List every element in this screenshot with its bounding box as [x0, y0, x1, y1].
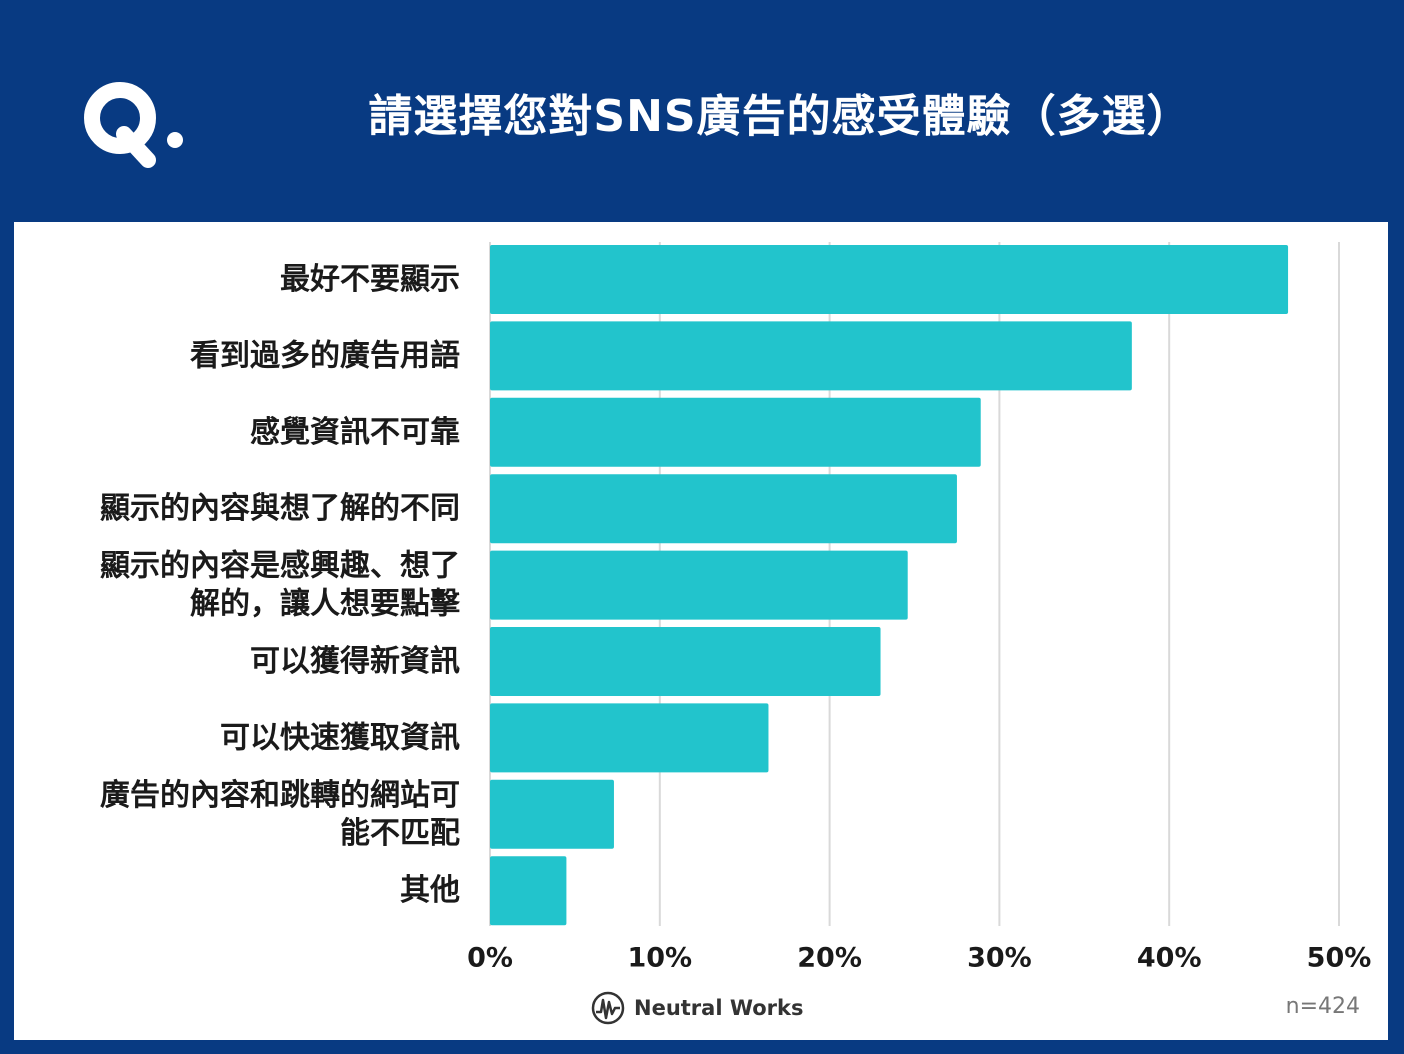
tick-label: 30%: [967, 943, 1032, 974]
category-label: 廣告的內容和跳轉的網站可: [100, 778, 460, 813]
tick-label: 40%: [1137, 943, 1202, 974]
category-label: 顯示的內容與想了解的不同: [100, 491, 460, 526]
header: 請選擇您對SNS廣告的感受體驗（多選）: [0, 0, 1404, 222]
q-logo-icon: [84, 82, 183, 168]
category-label: 可以獲得新資訊: [250, 644, 460, 679]
category-label: 看到過多的廣告用語: [190, 338, 460, 373]
tick-label: 10%: [627, 943, 692, 974]
category-label: 最好不要顯示: [280, 262, 460, 297]
category-label: 能不匹配: [340, 816, 460, 851]
bar: [490, 779, 614, 849]
bar-chart: 最好不要顯示看到過多的廣告用語感覺資訊不可靠顯示的內容與想了解的不同顯示的內容是…: [100, 242, 1372, 974]
brand-name: Neutral Works: [634, 996, 804, 1020]
bar: [490, 550, 908, 620]
category-label: 感覺資訊不可靠: [250, 415, 460, 450]
bar: [490, 627, 881, 696]
bar: [490, 245, 1289, 314]
bar: [490, 474, 957, 544]
neutral-works-icon: [591, 991, 625, 1025]
tick-label: 50%: [1307, 943, 1372, 974]
tick-label: 0%: [467, 943, 513, 974]
category-label: 顯示的內容是感興趣、想了: [100, 549, 460, 584]
category-label: 其他: [400, 873, 460, 908]
bar: [490, 321, 1132, 391]
bar: [490, 397, 981, 467]
bar: [490, 703, 769, 773]
tick-label: 20%: [797, 943, 862, 974]
chart-panel: 最好不要顯示看到過多的廣告用語感覺資訊不可靠顯示的內容與想了解的不同 顯示的內容是…: [14, 222, 1388, 1040]
category-label: 可以快速獲取資訊: [220, 720, 460, 755]
sample-size: n=424: [1285, 994, 1360, 1019]
bar: [490, 856, 567, 926]
category-label: 解的，讓人想要點擊: [190, 587, 461, 622]
brand-logo: Neutral Works: [590, 988, 804, 1028]
chart-title: 請選擇您對SNS廣告的感受體驗（多選）: [368, 91, 1192, 142]
